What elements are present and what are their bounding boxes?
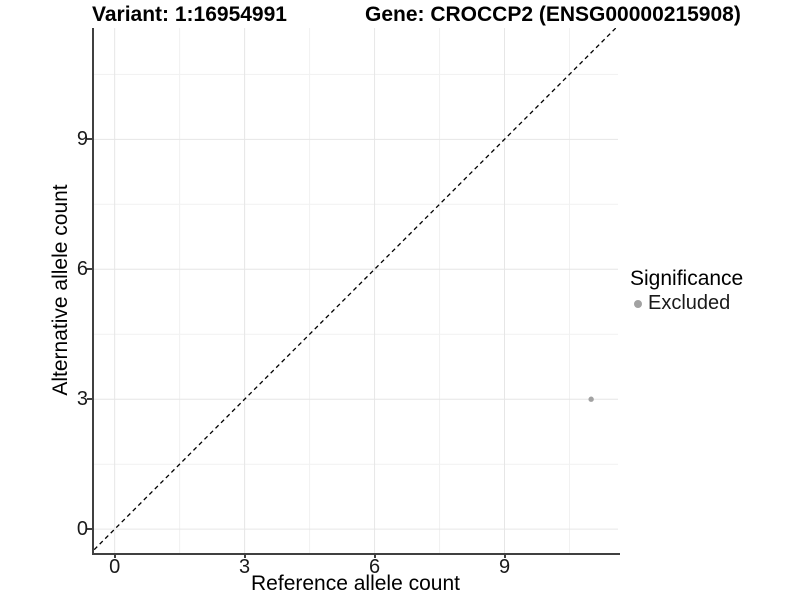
x-tick-label: 0 xyxy=(109,556,121,578)
legend-title: Significance xyxy=(630,267,744,290)
y-tick-label: 6 xyxy=(76,258,88,281)
y-axis-tick xyxy=(87,528,92,531)
x-axis-tick xyxy=(113,553,116,558)
legend-item-excluded: Excluded xyxy=(630,292,743,315)
x-axis-tick xyxy=(503,553,506,558)
y-tick-label: 9 xyxy=(76,128,88,151)
identity-reference-line xyxy=(88,21,622,556)
y-tick-label: 0 xyxy=(76,518,88,541)
y-axis-label: Alternative allele count xyxy=(49,184,72,396)
x-tick-label: 3 xyxy=(239,556,251,578)
data-point xyxy=(588,396,594,402)
x-axis-line xyxy=(92,553,620,555)
y-axis-line xyxy=(92,28,94,555)
legend: Significance Excluded xyxy=(630,266,743,315)
y-axis-tick xyxy=(87,398,92,401)
x-axis-tick xyxy=(373,553,376,558)
x-tick-label: 6 xyxy=(368,556,381,578)
y-axis-tick xyxy=(87,268,92,271)
plot-title-gene: Gene: CROCCP2 (ENSG00000215908) xyxy=(365,3,741,26)
plot-panel xyxy=(88,21,622,556)
legend-item-label: Excluded xyxy=(648,292,731,314)
legend-point-icon xyxy=(634,299,642,308)
y-axis-tick xyxy=(87,138,92,141)
y-tick-label: 3 xyxy=(76,388,88,411)
x-axis-label: Reference allele count xyxy=(251,572,460,595)
plot-title-variant: Variant: 1:16954991 xyxy=(92,3,287,26)
x-tick-label: 9 xyxy=(498,556,511,578)
x-axis-tick xyxy=(243,553,246,558)
plot-canvas xyxy=(88,21,622,556)
